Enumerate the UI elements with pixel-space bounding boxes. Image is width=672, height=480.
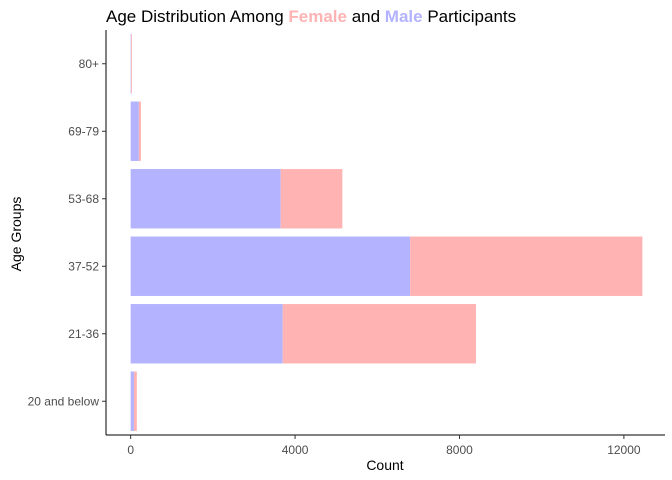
y-axis-title: Age Groups (8, 197, 24, 272)
bar-female-20-and-below (133, 371, 137, 431)
x-tick-label: 8000 (446, 443, 473, 457)
bar-male-37-52 (130, 236, 411, 296)
bar-male-21-36 (130, 304, 283, 364)
y-tick-label: 69-79 (68, 124, 99, 138)
y-tick-label: 21-36 (68, 327, 99, 341)
y-tick-label: 80+ (79, 57, 99, 71)
y-tick-label: 53-68 (68, 192, 99, 206)
x-tick-label: 4000 (282, 443, 309, 457)
bar-female-80plus (131, 34, 132, 94)
x-tick-label: 12000 (607, 443, 641, 457)
bar-female-21-36 (282, 304, 476, 364)
y-tick-label: 20 and below (28, 394, 100, 408)
x-tick-label: 0 (127, 443, 134, 457)
bar-female-69-79 (138, 101, 141, 161)
title-highlight-female: Female (288, 7, 347, 26)
chart-title: Age Distribution Among Female and Male P… (106, 7, 516, 26)
x-axis-ticks: 0 4000 8000 12000 (127, 435, 641, 457)
title-part-4: Participants (423, 7, 517, 26)
title-highlight-male: Male (385, 7, 423, 26)
bar-female-53-68 (280, 169, 343, 229)
bar-male-80plus (130, 34, 132, 94)
x-axis-title: Count (366, 457, 403, 473)
bar-male-20-and-below (130, 371, 134, 431)
y-axis-ticks: 20 and below 21-36 37-52 53-68 69-79 80+ (28, 57, 106, 408)
bar-male-69-79 (130, 101, 139, 161)
bars-layer (130, 34, 643, 431)
bar-male-53-68 (130, 169, 281, 229)
y-tick-label: 37-52 (68, 259, 99, 273)
bar-female-37-52 (410, 236, 643, 296)
title-part-2: and (347, 7, 385, 26)
title-part-0: Age Distribution Among (106, 7, 288, 26)
